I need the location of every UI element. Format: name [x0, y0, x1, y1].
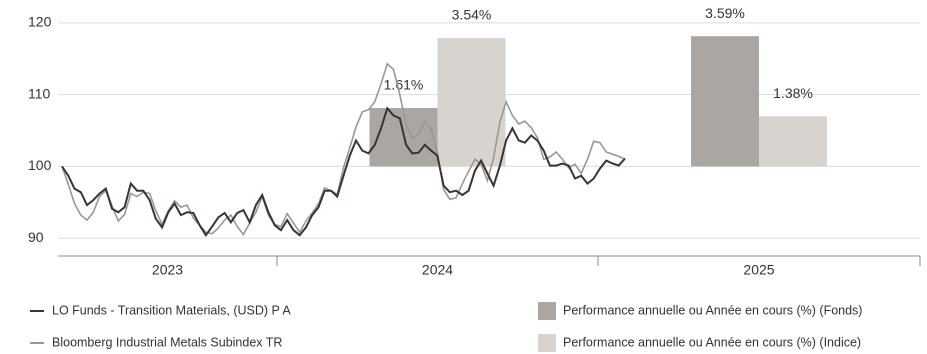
- value-label: 3.54%: [452, 7, 492, 23]
- bar: [437, 38, 506, 167]
- y-tick-label: 120: [28, 14, 52, 30]
- line-series: [61, 62, 626, 236]
- legend-label: Performance annuelle ou Année en cours (…: [563, 303, 862, 317]
- legend-swatch: [538, 334, 556, 352]
- value-label: 1.38%: [773, 85, 813, 101]
- y-tick-label: 100: [28, 157, 52, 173]
- bar: [691, 36, 759, 167]
- value-label: 3.59%: [705, 5, 745, 21]
- legend-label: LO Funds - Transition Materials, (USD) P…: [52, 303, 291, 317]
- legend-label: Performance annuelle ou Année en cours (…: [563, 335, 861, 349]
- value-label: 1.61%: [384, 77, 424, 93]
- y-tick-label: 110: [28, 85, 51, 101]
- x-tick-label: 2023: [152, 262, 183, 278]
- bar: [759, 116, 827, 167]
- line-series: [61, 106, 626, 237]
- x-tick-label: 2024: [422, 262, 453, 278]
- x-tick-label: 2025: [743, 262, 774, 278]
- legend-swatch: [538, 302, 556, 320]
- y-tick-label: 90: [28, 229, 44, 245]
- legend-label: Bloomberg Industrial Metals Subindex TR: [52, 335, 282, 349]
